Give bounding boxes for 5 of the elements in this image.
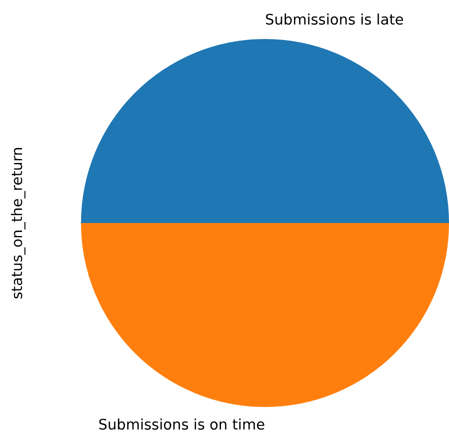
slice-label: Submissions is late bbox=[265, 12, 404, 29]
slice-label: Submissions is on time bbox=[98, 417, 266, 434]
text: status_on_the_return bbox=[10, 146, 26, 300]
pie-slice bbox=[81, 39, 449, 223]
pie-slice bbox=[81, 223, 449, 407]
